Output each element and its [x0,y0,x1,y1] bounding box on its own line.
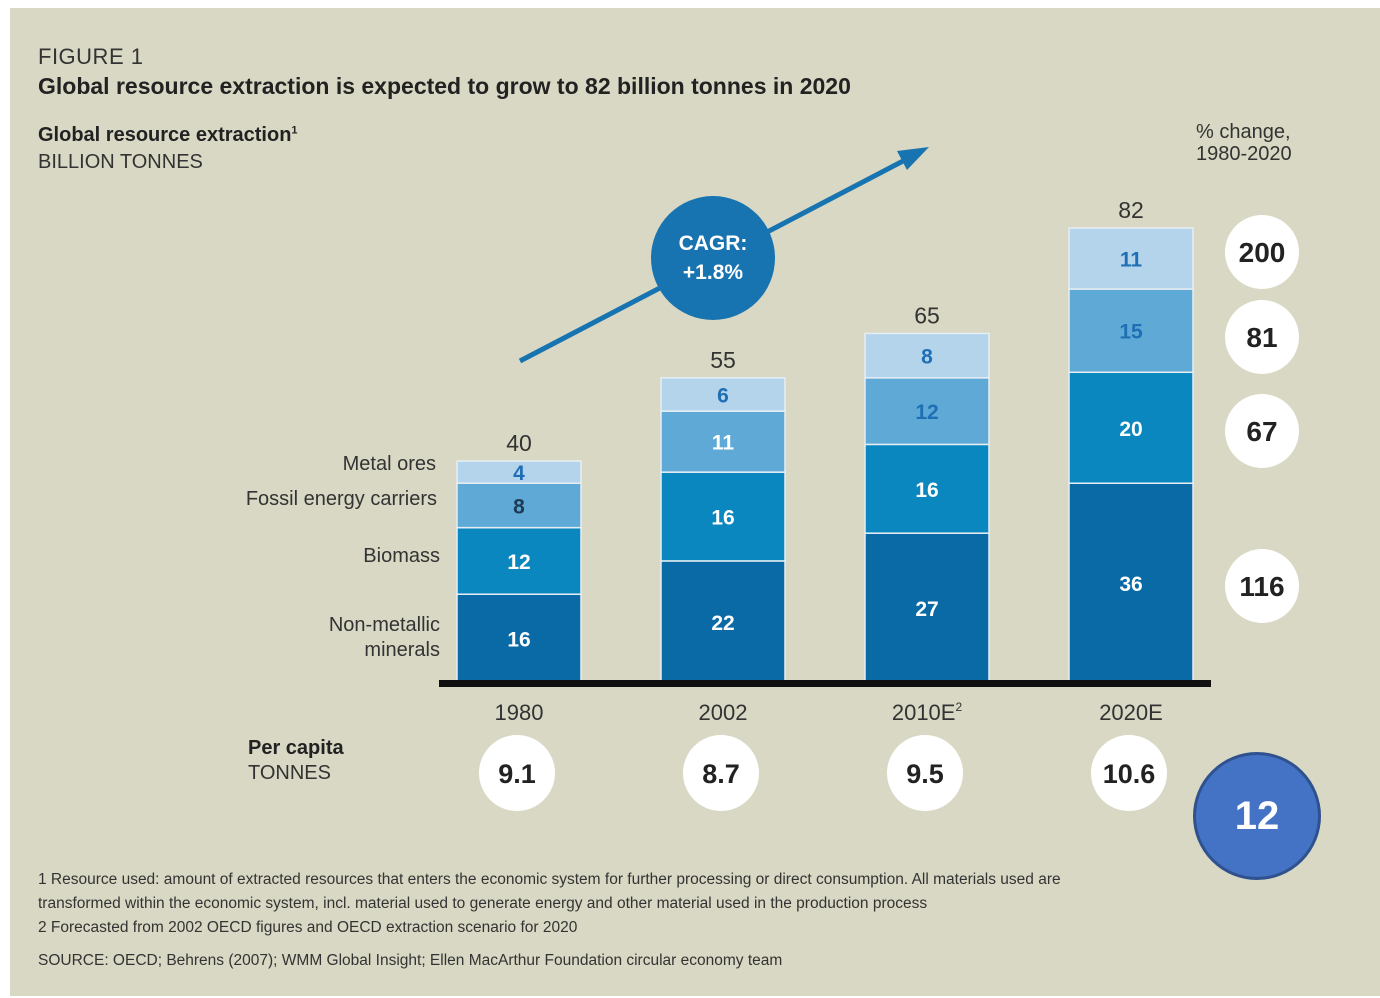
footnote-2: 2 Forecasted from 2002 OECD figures and … [38,919,578,936]
bar-segment [660,410,786,473]
growth-arrow-head [897,147,929,170]
bar-segment [1068,288,1194,374]
bar-value-label: 16 [915,479,938,502]
bar-value-label: 36 [1119,573,1142,596]
y-axis-title-note: 1 [291,124,298,137]
bar-segment [660,377,786,412]
per-capita-value: 9.5 [906,759,944,789]
bar-segment [864,532,990,684]
bar-value-label: 12 [915,401,938,424]
bar-value-label: 11 [712,432,735,455]
per-capita-value: 8.7 [702,759,740,789]
bar-segment [864,443,990,534]
pct-change-value: 81 [1246,322,1277,353]
per-capita-circle [683,735,759,811]
figure-label: FIGURE 1 [38,44,144,69]
bar-segment [456,593,582,684]
bar-segment [456,526,582,595]
per-capita-circle [887,735,963,811]
bar-segment [1068,482,1194,684]
bar-segment [660,471,786,562]
pct-change-title-line2: 1980-2020 [1196,143,1292,165]
bar-segment [660,560,786,684]
bar-value-label: 8 [921,346,933,369]
bar-value-label: 27 [915,598,938,621]
footnotes: 1 Resource used: amount of extracted res… [38,868,1348,940]
source-note: SOURCE: OECD; Behrens (2007); WMM Global… [38,952,783,969]
bar-value-label: 4 [513,462,525,485]
y-axis-title: Global resource extraction1 [38,124,298,147]
bar-value-label: 16 [507,629,530,652]
stacked-bar-chart: 16128440198022161165520022716128652010E2… [246,147,1299,811]
per-capita-circle [1091,735,1167,811]
per-capita-value: 10.6 [1103,759,1156,789]
bar-value-label: 15 [1119,321,1143,344]
bar-value-label: 22 [711,612,734,635]
pct-change-title-line1: % change, [1196,121,1291,143]
per-capita-unit: TONNES [248,762,331,784]
footnote-1-line2: transformed within the economic system, … [38,895,928,912]
pct-change-value: 67 [1246,416,1277,447]
x-tick-label: 1980 [495,700,544,725]
bar-total-label: 55 [710,347,736,373]
figure-title: Global resource extraction is expected t… [38,73,851,99]
bar-value-label: 6 [717,384,729,407]
bar-value-label: 12 [507,551,530,574]
per-capita-title: Per capita [248,737,344,759]
pct-change-value: 200 [1239,237,1286,268]
pct-change-circle [1225,300,1299,374]
legend-label: Fossil energy carriers [246,488,437,510]
cagr-circle [651,196,775,320]
page-number-badge: 12 [1193,752,1321,880]
legend-label: Biomass [363,545,440,567]
cagr-label-line2: +1.8% [683,261,743,284]
per-capita-value: 9.1 [498,759,536,789]
per-capita-circle [479,735,555,811]
legend-label: Metal ores [343,453,436,475]
y-axis-title-text: Global resource extraction [38,124,292,146]
bar-total-label: 40 [506,430,532,456]
bar-total-label: 82 [1118,197,1144,223]
pct-change-value: 116 [1239,571,1284,602]
bar-value-label: 16 [711,507,734,530]
bar-segment [456,482,582,529]
bar-total-label: 65 [914,302,940,328]
bar-value-label: 8 [513,495,525,518]
x-axis-baseline [439,680,1211,687]
bar-segment [1068,227,1194,290]
bar-value-label: 11 [1120,249,1143,272]
x-tick-label: 2002 [699,700,748,725]
footnote-1-line1: 1 Resource used: amount of extracted res… [38,871,1061,888]
bar-segment [864,332,990,379]
bar-segment [1068,371,1194,484]
cagr-label-line1: CAGR: [679,232,748,255]
bar-segment [456,460,582,484]
bar-segment [864,377,990,446]
pct-change-title: % change, 1980-2020 [1196,121,1292,165]
pct-change-circle [1225,394,1299,468]
pct-change-circle [1225,549,1299,623]
y-axis-unit: BILLION TONNES [38,151,203,173]
x-tick-label: 2020E [1099,700,1163,725]
legend-label: Non-metallic minerals [329,614,440,661]
bar-value-label: 20 [1119,418,1142,441]
pct-change-circle [1225,215,1299,289]
x-tick-label: 2010E2 [892,700,963,725]
